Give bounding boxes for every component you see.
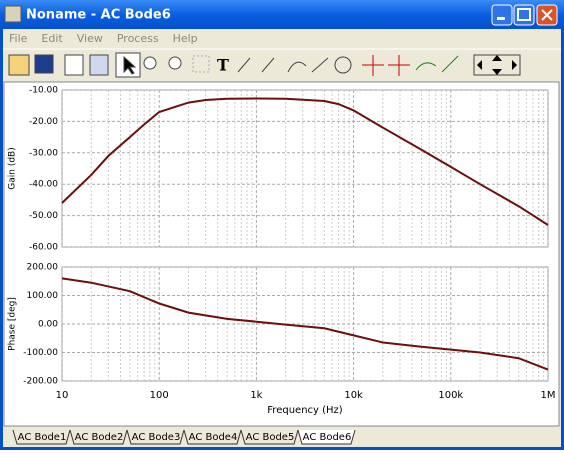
y-tick-label: -100.00 xyxy=(23,348,58,358)
paste-button[interactable] xyxy=(89,54,109,76)
window-title: Noname - AC Bode6 xyxy=(26,8,171,23)
y-tick-label: -50.00 xyxy=(29,211,58,221)
tab[interactable] xyxy=(126,429,185,445)
x-tick-label: 10 xyxy=(56,390,69,401)
close-icon xyxy=(541,9,553,21)
menu-item[interactable]: File xyxy=(9,32,28,45)
open-button[interactable] xyxy=(8,54,30,76)
trace-buttons[interactable] xyxy=(415,55,459,73)
y-tick-label: 0.00 xyxy=(38,320,58,330)
arrow-icon xyxy=(123,55,137,75)
tab-label: AC Bode3 xyxy=(132,432,181,443)
tab-label: AC Bode6 xyxy=(303,432,352,443)
y-tick-label: -200.00 xyxy=(23,377,58,387)
y-tick-label: -30.00 xyxy=(29,148,58,158)
zoom-out-button[interactable] xyxy=(168,56,182,70)
x-tick-label: 1M xyxy=(541,390,556,401)
tab-label: AC Bode1 xyxy=(18,432,67,443)
x-tick-label: 1k xyxy=(250,390,262,401)
data-line xyxy=(61,97,549,226)
tab[interactable] xyxy=(69,429,128,445)
cursor-buttons[interactable] xyxy=(237,57,307,73)
menu-item[interactable]: Edit xyxy=(41,32,63,45)
ellipse-button[interactable] xyxy=(334,56,352,74)
tab-label: AC Bode4 xyxy=(189,432,238,443)
app-icon xyxy=(4,5,22,23)
x-axis-label: Frequency (Hz) xyxy=(267,405,343,416)
x-tick-label: 100 xyxy=(150,390,169,401)
y-axis-label: Gain (dB) xyxy=(8,147,18,189)
y-tick-label: -60.00 xyxy=(29,243,58,253)
x-tick-label: 10k xyxy=(344,390,363,401)
zoom-in-button[interactable] xyxy=(143,56,157,70)
menu-bar: File Edit View Process Help xyxy=(9,32,198,45)
marker-buttons[interactable] xyxy=(362,55,410,76)
line-button[interactable] xyxy=(311,57,329,73)
tab[interactable] xyxy=(297,429,356,445)
minimize-icon xyxy=(497,17,505,20)
maximize-icon xyxy=(517,8,531,21)
save-button[interactable] xyxy=(34,54,54,74)
y-tick-label: -10.00 xyxy=(29,86,58,96)
copy-button[interactable] xyxy=(64,54,84,76)
menu-item[interactable]: Process xyxy=(117,32,159,45)
tab[interactable] xyxy=(240,429,299,445)
minimize-button[interactable] xyxy=(491,4,513,26)
data-line xyxy=(61,277,549,371)
tab-bar: AC Bode1 AC Bode2 AC Bode3 AC Bode4 AC Bode5… xyxy=(12,429,356,445)
y-tick-label: -20.00 xyxy=(29,117,58,127)
y-axis-label: Phase [deg] xyxy=(8,297,18,351)
plot-area xyxy=(3,81,560,427)
toolbar: T xyxy=(8,52,521,78)
tab[interactable] xyxy=(12,429,71,445)
title-bar xyxy=(0,0,564,29)
tab[interactable] xyxy=(183,429,242,445)
arrow-icons xyxy=(477,55,517,75)
tab-label: AC Bode2 xyxy=(75,432,124,443)
y-tick-label: -40.00 xyxy=(29,180,58,190)
text-button-icon[interactable]: T xyxy=(217,56,229,75)
menu-item[interactable]: View xyxy=(77,32,103,45)
y-tick-label: 200.00 xyxy=(27,263,59,273)
menu-item[interactable]: Help xyxy=(173,32,198,45)
y-tick-label: 100.00 xyxy=(27,291,59,301)
grid-button[interactable] xyxy=(192,55,210,73)
x-tick-label: 100k xyxy=(438,390,463,401)
charts: -60.00 -50.00 -40.00 -30.00 -20.00 -10.00 Gain… xyxy=(8,86,556,417)
tab-label: AC Bode5 xyxy=(246,432,295,443)
window-buttons xyxy=(491,4,558,26)
